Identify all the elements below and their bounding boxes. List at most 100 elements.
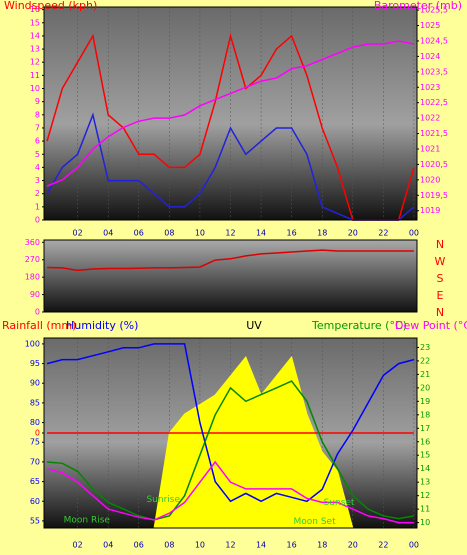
y-tick-label: 18 bbox=[420, 410, 430, 419]
y-tick-label: 1021,5 bbox=[420, 129, 448, 138]
y-tick-label: 1019,5 bbox=[420, 191, 448, 200]
y-tick-label: 9 bbox=[35, 97, 40, 106]
y-tick-label: 80 bbox=[30, 418, 40, 427]
y-tick-label: 2 bbox=[35, 189, 40, 198]
y-tick-label: 14 bbox=[420, 464, 430, 473]
compass-label: N bbox=[436, 238, 444, 251]
y-tick-label: 8 bbox=[35, 110, 40, 119]
y-tick-label: 3 bbox=[35, 176, 40, 185]
x-tick-label: 20 bbox=[348, 229, 358, 238]
plot-border bbox=[43, 337, 418, 529]
y-tick-label: 12 bbox=[420, 491, 430, 500]
y-tick-label: 11 bbox=[30, 71, 40, 80]
x-tick-label: 12 bbox=[225, 541, 235, 550]
y-tick-label: 75 bbox=[30, 438, 40, 447]
series-line bbox=[46, 460, 414, 524]
x-tick-label: 06 bbox=[134, 541, 144, 550]
series-line bbox=[46, 40, 415, 187]
y-tick-label: 22 bbox=[420, 356, 430, 365]
y-tick-label: 100 bbox=[25, 339, 40, 348]
y-tick-label: 0 bbox=[35, 216, 40, 225]
y-tick-label: 19 bbox=[420, 397, 430, 406]
plot-area bbox=[44, 240, 417, 312]
x-tick-label: 12 bbox=[225, 229, 235, 238]
y-tick-label: 65 bbox=[30, 477, 40, 486]
y-tick-label: 1021 bbox=[420, 145, 440, 154]
series-line bbox=[46, 343, 415, 503]
compass-label: E bbox=[437, 289, 444, 302]
annotation: Moon Rise bbox=[64, 515, 111, 525]
y-tick-label: 10 bbox=[420, 518, 430, 527]
y-tick-label: 180 bbox=[25, 273, 40, 282]
y-tick-label: 1022,5 bbox=[420, 98, 448, 107]
y-tick-label: 4 bbox=[35, 163, 40, 172]
x-tick-label: 10 bbox=[195, 229, 205, 238]
y-tick-label: 21 bbox=[420, 370, 430, 379]
y-tick-label: 55 bbox=[30, 516, 40, 525]
y-tick-label: 1024,5 bbox=[420, 36, 448, 45]
axis-title: Barometer (mb) bbox=[374, 0, 462, 12]
y-tick-label: 0 bbox=[35, 308, 40, 317]
y-tick-label: 90 bbox=[30, 290, 40, 299]
y-tick-label: 15 bbox=[30, 18, 40, 27]
y-tick-label: 1023,5 bbox=[420, 67, 448, 76]
y-tick-label: 85 bbox=[30, 398, 40, 407]
compass-label: S bbox=[437, 272, 444, 285]
series-line bbox=[47, 249, 414, 272]
y-tick-label: 17 bbox=[420, 424, 430, 433]
y-tick-label: 10 bbox=[30, 84, 40, 93]
y-tick-label: 1020 bbox=[420, 175, 440, 184]
y-tick-label: 15 bbox=[420, 451, 430, 460]
plot-border bbox=[43, 6, 418, 221]
y-tick-label: 70 bbox=[30, 457, 40, 466]
y-tick-label: 1020,5 bbox=[420, 160, 448, 169]
y-tick-label: 20 bbox=[420, 383, 430, 392]
x-tick-label: 02 bbox=[73, 541, 83, 550]
axis-title: Humidity (%) bbox=[66, 319, 138, 332]
x-tick-label: 08 bbox=[164, 229, 174, 238]
y-tick-label: 14 bbox=[30, 31, 40, 40]
y-tick-label: 1025,5 bbox=[420, 6, 448, 15]
axis-title: Windspeed (kph) bbox=[4, 0, 97, 12]
y-tick-label: 60 bbox=[30, 497, 40, 506]
x-tick-label: 02 bbox=[73, 229, 83, 238]
y-tick-label: 13 bbox=[420, 478, 430, 487]
y-tick-label: 1024 bbox=[420, 52, 440, 61]
x-tick-label: 00 bbox=[409, 229, 419, 238]
y-tick-label: 6 bbox=[35, 137, 40, 146]
axis-title: Temperature (°C) bbox=[311, 319, 407, 332]
annotation: Moon Set bbox=[294, 517, 337, 527]
x-tick-label: 22 bbox=[378, 229, 388, 238]
x-tick-label: 22 bbox=[378, 541, 388, 550]
x-tick-label: 04 bbox=[103, 541, 113, 550]
x-tick-label: 00 bbox=[409, 541, 419, 550]
y-tick-label: 1025 bbox=[420, 21, 440, 30]
x-tick-label: 10 bbox=[195, 541, 205, 550]
y-tick-label: 1 bbox=[35, 202, 40, 211]
y-tick-label: 95 bbox=[30, 359, 40, 368]
x-tick-label: 18 bbox=[317, 541, 327, 550]
y-tick-label: 90 bbox=[30, 379, 40, 388]
y-tick-label: 12 bbox=[30, 58, 40, 67]
x-tick-label: 06 bbox=[134, 229, 144, 238]
y-tick-label: 0 bbox=[35, 429, 40, 438]
compass-label: N bbox=[436, 306, 444, 319]
compass-label: W bbox=[435, 255, 446, 268]
y-tick-label: 1022 bbox=[420, 114, 440, 123]
y-tick-label: 11 bbox=[420, 505, 430, 514]
y-tick-label: 1019 bbox=[420, 206, 440, 215]
x-tick-label: 14 bbox=[256, 229, 266, 238]
plot-border bbox=[43, 239, 418, 313]
axis-title: Dew Point (°C) bbox=[395, 319, 467, 332]
x-tick-label: 16 bbox=[287, 541, 297, 550]
x-tick-label: 18 bbox=[317, 229, 327, 238]
y-tick-label: 360 bbox=[25, 238, 40, 247]
y-tick-label: 270 bbox=[25, 255, 40, 264]
y-tick-label: 16 bbox=[420, 437, 430, 446]
annotation: Sunset bbox=[324, 498, 355, 508]
x-tick-label: 04 bbox=[103, 229, 113, 238]
x-tick-label: 14 bbox=[256, 541, 266, 550]
x-tick-label: 08 bbox=[164, 541, 174, 550]
axis-title: Rainfall (mm) bbox=[2, 319, 76, 332]
